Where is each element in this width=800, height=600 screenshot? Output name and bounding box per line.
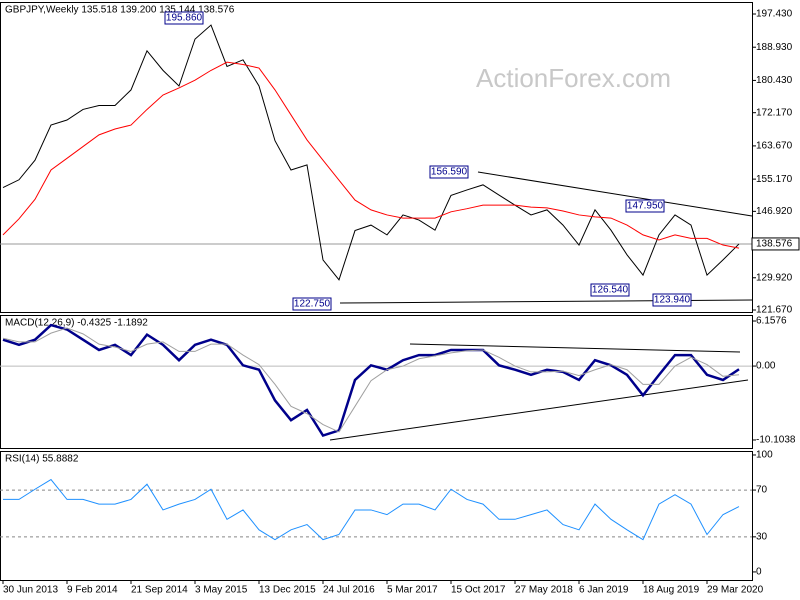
annotation-box [292,297,332,311]
y-tick-label: 129.920 [756,272,793,283]
trend-line [329,379,749,441]
y-tick-label: 0.00 [756,361,776,372]
y-tick-label: 146.920 [756,206,793,217]
y-tick-label: 188.930 [756,42,793,53]
x-tick-label: 18 Aug 2019 [643,585,700,596]
y-tick-label: 70 [756,485,768,496]
annotation-box [164,11,204,25]
annotation: 126.540 [592,285,629,296]
series-line [2,323,740,438]
trend-line [477,171,753,217]
y-tick-label: 172.170 [756,107,793,118]
series-line [2,61,740,249]
x-tick-label: 9 Feb 2014 [67,585,118,596]
macd-panel [0,315,753,449]
annotation-box [590,283,630,297]
x-tick-label: 21 Sep 2014 [131,585,188,596]
annotation: 147.950 [627,201,664,212]
x-tick-label: 13 Dec 2015 [259,585,316,596]
annotation: 122.750 [294,299,331,310]
y-tick-label: 121.670 [756,305,793,316]
series-line [2,24,740,281]
y-tick-label: 30 [756,531,768,542]
x-tick-label: 27 May 2018 [515,585,573,596]
last-price-label: 138.576 [756,239,793,250]
annotation: 123.940 [654,295,691,306]
y-tick-label: 100 [756,450,773,461]
annotation-box [625,199,665,213]
annotation: 156.590 [431,167,468,178]
last-price-box [751,237,800,251]
x-tick-label: 15 Oct 2017 [451,585,506,596]
series-line [2,327,740,433]
y-tick-label: 180.430 [756,75,793,86]
y-tick-label: 6.1576 [756,316,787,327]
price-panel [0,2,753,313]
trend-line [409,343,741,353]
series-line [3,478,740,541]
x-tick-label: 24 Jul 2016 [323,585,375,596]
macd-title: MACD(12,26,9) -0.4325 -1.1892 [5,318,148,329]
y-tick-label: -10.1038 [756,435,796,446]
y-tick-label: 155.170 [756,174,793,185]
y-tick-label: 163.670 [756,141,793,152]
annotation: 195.860 [166,13,203,24]
rsi-title: RSI(14) 55.8882 [5,454,79,465]
price-title: GBPJPY,Weekly 135.518 139.200 135.144 13… [5,5,235,16]
x-tick-label: 29 Mar 2020 [707,585,764,596]
x-tick-label: 3 May 2015 [195,585,248,596]
watermark: ActionForex.com [476,63,671,93]
annotation-box [429,165,469,179]
annotation-box [652,293,692,307]
rsi-panel [0,451,753,581]
x-tick-label: 6 Jan 2019 [579,585,629,596]
x-tick-label: 5 Mar 2017 [387,585,438,596]
y-tick-label: 0 [756,567,762,578]
y-tick-label: 197.430 [756,9,793,20]
x-tick-label: 30 Jun 2013 [3,585,58,596]
